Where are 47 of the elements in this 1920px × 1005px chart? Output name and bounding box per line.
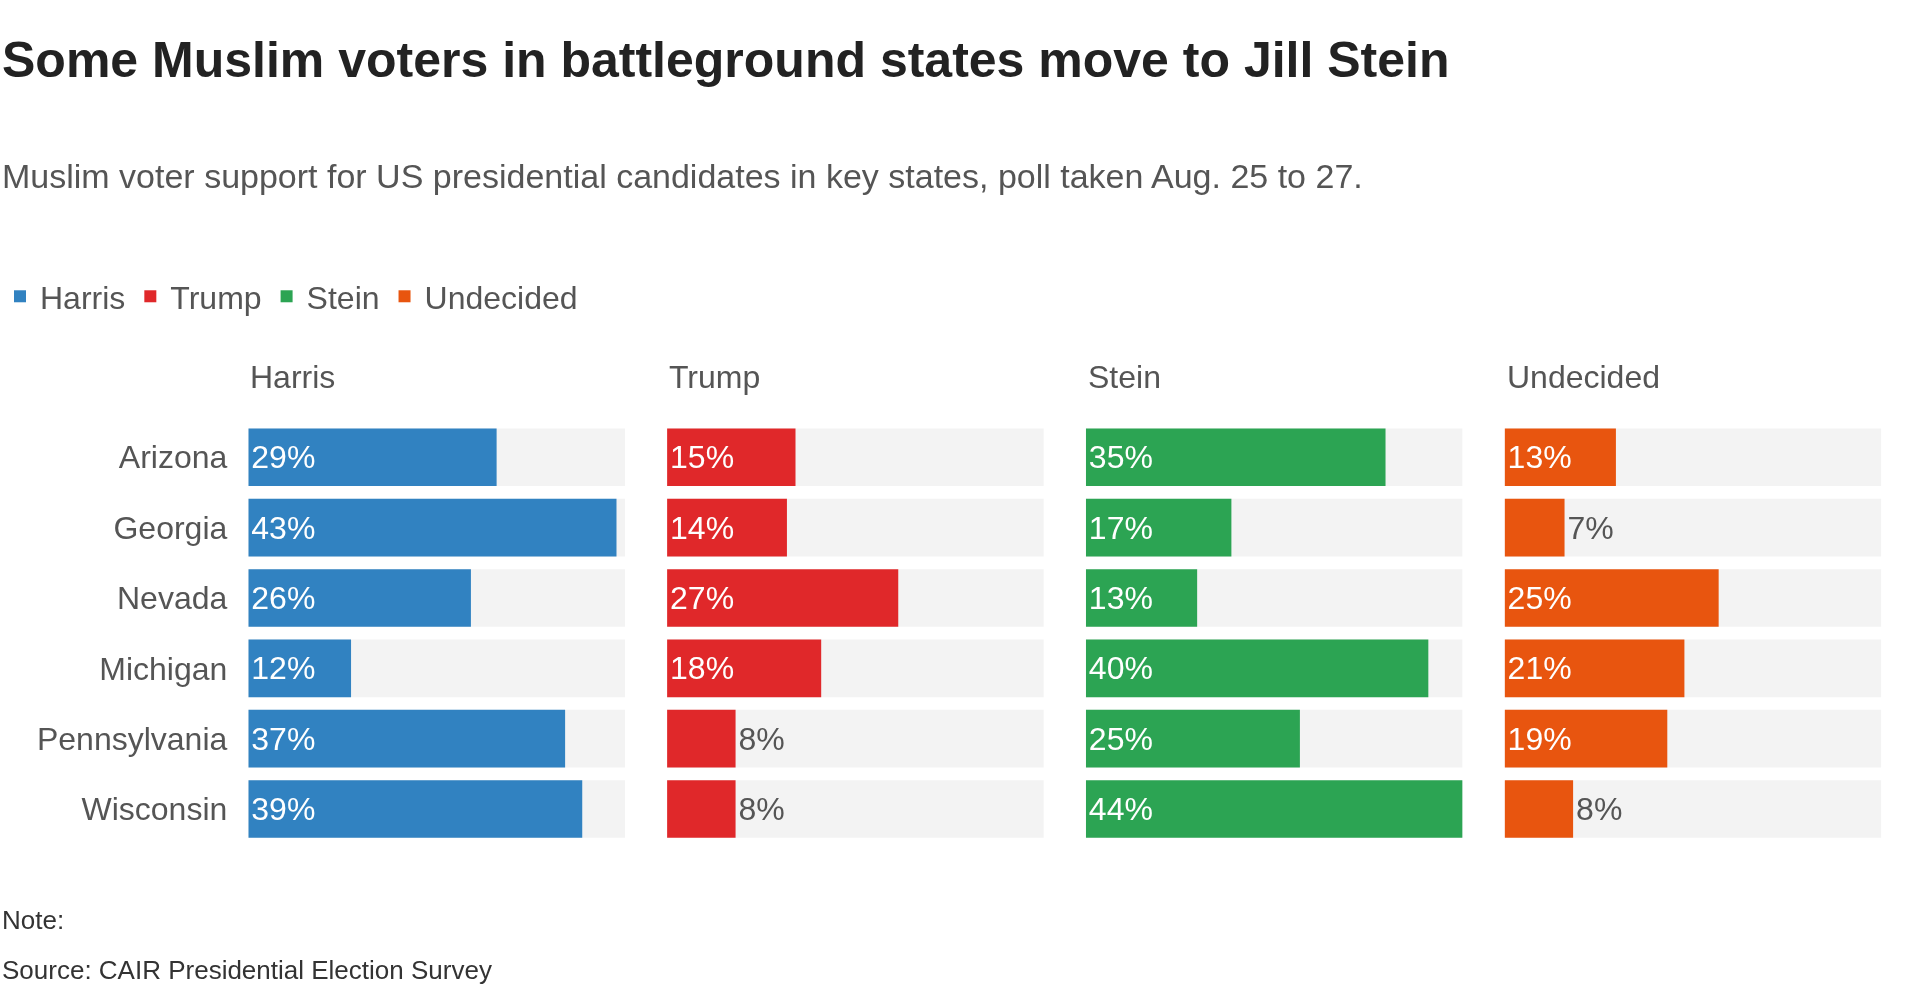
data-label: 18% — [670, 650, 735, 687]
y-tick-label: Georgia — [113, 509, 228, 546]
data-label: 8% — [738, 720, 785, 757]
bar — [1504, 780, 1574, 838]
data-label: 14% — [670, 509, 735, 546]
bar — [248, 498, 617, 557]
text: Muslim voter support for US presidential candidates in key states, poll taken Aug. 25 to 27. — [2, 157, 1363, 195]
data-label: 26% — [251, 579, 316, 616]
data-label: 43% — [251, 509, 316, 546]
data-label: 7% — [1567, 509, 1614, 546]
bar — [667, 780, 736, 838]
data-label: 13% — [1507, 439, 1572, 476]
data-label: 40% — [1088, 650, 1153, 687]
text: Note: — [2, 905, 65, 935]
data-label: 13% — [1088, 579, 1153, 616]
legend-label: Undecided — [424, 279, 578, 316]
y-tick-label: Arizona — [118, 439, 228, 476]
data-label: 15% — [670, 439, 735, 476]
legend-label: Stein — [306, 279, 380, 316]
data-label: 37% — [251, 720, 316, 757]
legend-label: Trump — [170, 279, 262, 316]
text: Some Muslim voters in battleground states move to Jill Stein — [2, 32, 1450, 88]
data-label: 27% — [670, 579, 735, 616]
bar — [1504, 498, 1565, 557]
y-tick-label: Nevada — [117, 580, 228, 617]
bar — [667, 709, 736, 768]
data-label: 44% — [1088, 791, 1153, 828]
data-label: 25% — [1088, 720, 1153, 757]
chart-title: Undecided — [1507, 359, 1660, 395]
data-label: 35% — [1088, 439, 1153, 476]
data-label: 39% — [251, 791, 316, 828]
data-label: 12% — [251, 650, 316, 687]
y-tick-label: Wisconsin — [81, 791, 228, 828]
y-tick-label: Michigan — [99, 650, 228, 687]
legend-label: Harris — [40, 279, 126, 316]
data-label: 8% — [738, 791, 785, 828]
chart-title: Trump — [669, 359, 761, 395]
data-label: 19% — [1507, 720, 1572, 757]
chart-title: Harris — [250, 359, 336, 395]
data-label: 8% — [1576, 791, 1623, 828]
source-note: Source: CAIR Presidential Election Survey — [2, 955, 492, 985]
data-label: 29% — [251, 439, 316, 476]
data-label: 21% — [1507, 650, 1572, 687]
data-label: 17% — [1088, 509, 1153, 546]
y-tick-label: Pennsylvania — [36, 720, 228, 757]
data-label: 25% — [1507, 579, 1572, 616]
chart-title: Stein — [1088, 359, 1161, 395]
